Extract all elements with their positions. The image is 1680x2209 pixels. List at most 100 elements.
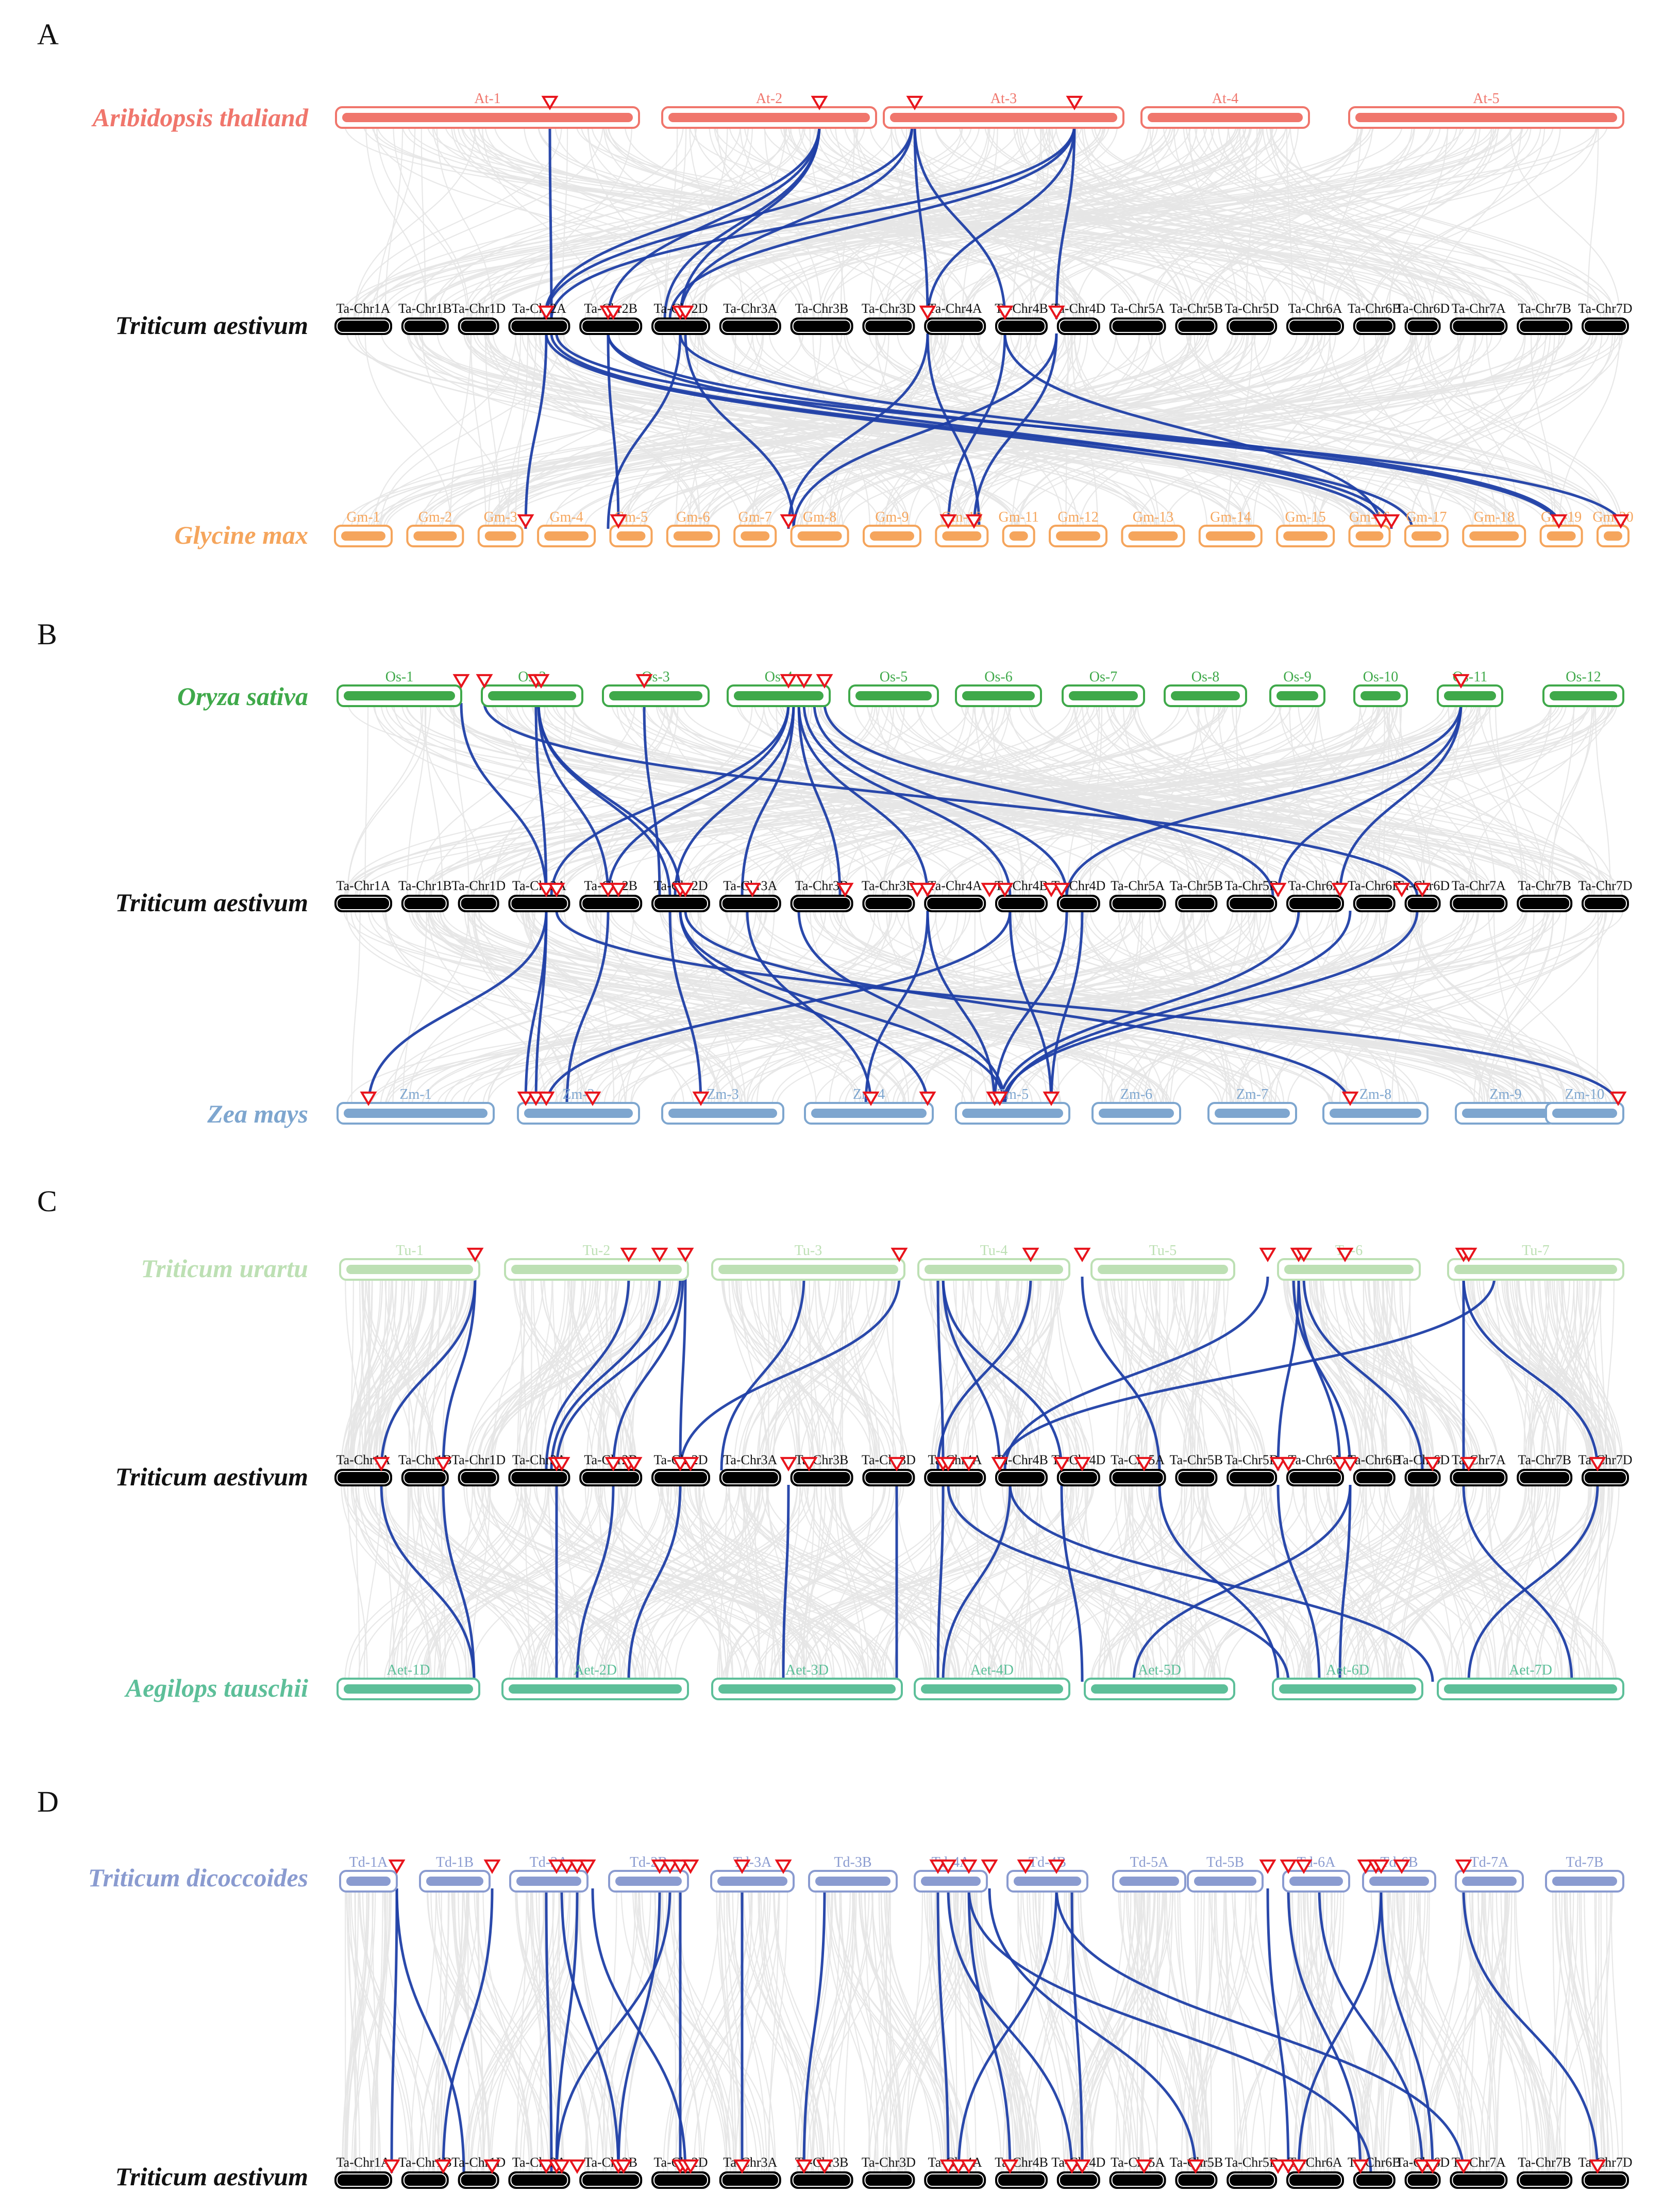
background-link	[429, 910, 905, 1107]
chromosome-wheat-inner	[864, 897, 913, 910]
background-link	[824, 1888, 877, 2173]
chromosome-wheat-inner	[926, 320, 984, 333]
background-link	[1095, 702, 1323, 897]
background-link	[1073, 702, 1324, 897]
background-link	[1489, 1484, 1563, 1682]
chromosome-label-wheat: Ta-Chr5D	[1225, 878, 1279, 893]
background-link	[1362, 1484, 1386, 1682]
background-link	[1415, 910, 1545, 1107]
chromosome-label: Gm-3	[484, 509, 517, 525]
background-link	[1427, 1888, 1507, 2173]
gene-marker	[360, 1091, 377, 1106]
chromosome-label-wheat: Ta-Chr1B	[398, 878, 452, 893]
chromosome-wheat-inner	[1111, 320, 1164, 333]
background-link	[620, 1484, 820, 1682]
background-link	[817, 1484, 1068, 1682]
background-link	[436, 910, 1004, 1107]
gene-marker	[1295, 1859, 1313, 1874]
gene-marker	[1393, 882, 1410, 897]
chromosome-wheat-outline	[1353, 317, 1396, 335]
background-link	[979, 1484, 1187, 1682]
background-link	[943, 1276, 1020, 1471]
gene-marker	[553, 1457, 570, 1471]
chromosome-tu-fill	[1284, 1265, 1414, 1274]
chromosome-label: Os-9	[1283, 669, 1311, 685]
background-link	[345, 1888, 374, 2173]
background-link	[1234, 1888, 1304, 2173]
species-label-b-top: Oryza sativa	[177, 682, 308, 711]
collinear-link	[1009, 1484, 1434, 1682]
background-link	[1415, 1888, 1467, 2173]
background-link	[533, 1484, 865, 1682]
collinear-link	[576, 1484, 615, 1682]
background-link	[1158, 333, 1319, 529]
background-link	[421, 333, 1077, 529]
collinear-link	[1292, 1276, 1352, 1471]
gene-marker	[996, 882, 1014, 897]
gene-marker	[1259, 1859, 1276, 1874]
chromosome-wheat-outline	[995, 317, 1048, 335]
background-link	[923, 1276, 1036, 1471]
chromosome-label: Gm-7	[738, 509, 772, 525]
background-link	[474, 1484, 581, 1682]
background-link	[579, 1888, 607, 2173]
chromosome-label: Aet-2D	[574, 1662, 617, 1678]
gene-marker	[1357, 1859, 1374, 1874]
gene-marker	[981, 1859, 998, 1874]
chromosome-label-wheat: Ta-Chr1D	[451, 301, 506, 316]
background-link	[1118, 1484, 1207, 1682]
chromosome-wheat-outline	[790, 1469, 853, 1486]
collinear-link	[367, 910, 548, 1107]
chromosome-wheat-outline	[790, 895, 853, 912]
gene-marker	[1609, 1091, 1627, 1106]
collinear-link	[936, 1276, 1032, 1471]
chromosome-label-wheat: Ta-Chr7A	[1452, 301, 1506, 316]
background-link	[1333, 702, 1610, 897]
background-link	[688, 702, 984, 897]
background-link	[937, 1888, 1002, 2173]
background-link	[422, 1484, 637, 1682]
background-link	[1020, 1484, 1183, 1682]
chromosome-wheat-outline	[1353, 2171, 1396, 2189]
background-link	[1223, 333, 1386, 529]
background-link	[376, 124, 468, 320]
gene-marker	[991, 1091, 1009, 1106]
gene-marker	[1341, 1091, 1359, 1106]
chromosome-wheat-inner	[460, 897, 497, 910]
background-link	[885, 1888, 888, 2173]
background-link	[343, 1484, 557, 1682]
background-link	[1118, 1888, 1207, 2173]
background-link	[1377, 702, 1386, 897]
background-link	[1358, 1888, 1390, 2173]
gene-marker	[733, 1859, 751, 1874]
chromosome-wheat-inner	[926, 2173, 984, 2187]
background-link	[1115, 1888, 1132, 2173]
gene-marker	[960, 1859, 978, 1874]
gene-marker	[1589, 1457, 1606, 1471]
gene-marker	[558, 1859, 576, 1874]
chromosome-wheat-inner	[1288, 1471, 1342, 1484]
background-link	[1363, 333, 1434, 529]
background-link	[1118, 910, 1255, 1107]
background-link	[1298, 702, 1480, 897]
background-link	[373, 124, 866, 320]
background-link	[632, 1888, 736, 2173]
gene-marker	[1383, 514, 1400, 529]
background-link	[585, 910, 1000, 1107]
chromosome-wheat-inner	[1059, 1471, 1098, 1484]
chromosome-label: Gm-8	[803, 509, 836, 525]
background-link	[700, 702, 1450, 897]
background-link	[736, 1276, 797, 1471]
gene-marker	[661, 1859, 679, 1874]
background-link	[474, 1888, 565, 2173]
background-link	[1552, 1276, 1622, 1471]
background-link	[1419, 702, 1462, 897]
background-link	[461, 124, 1074, 320]
background-link	[1195, 702, 1475, 897]
collinear-link	[913, 124, 929, 320]
chromosome-td-fill	[1194, 1877, 1256, 1886]
background-link	[827, 1888, 889, 2173]
background-link	[1365, 1484, 1387, 1682]
gene-marker	[1372, 1859, 1390, 1874]
background-link	[569, 1484, 804, 1682]
